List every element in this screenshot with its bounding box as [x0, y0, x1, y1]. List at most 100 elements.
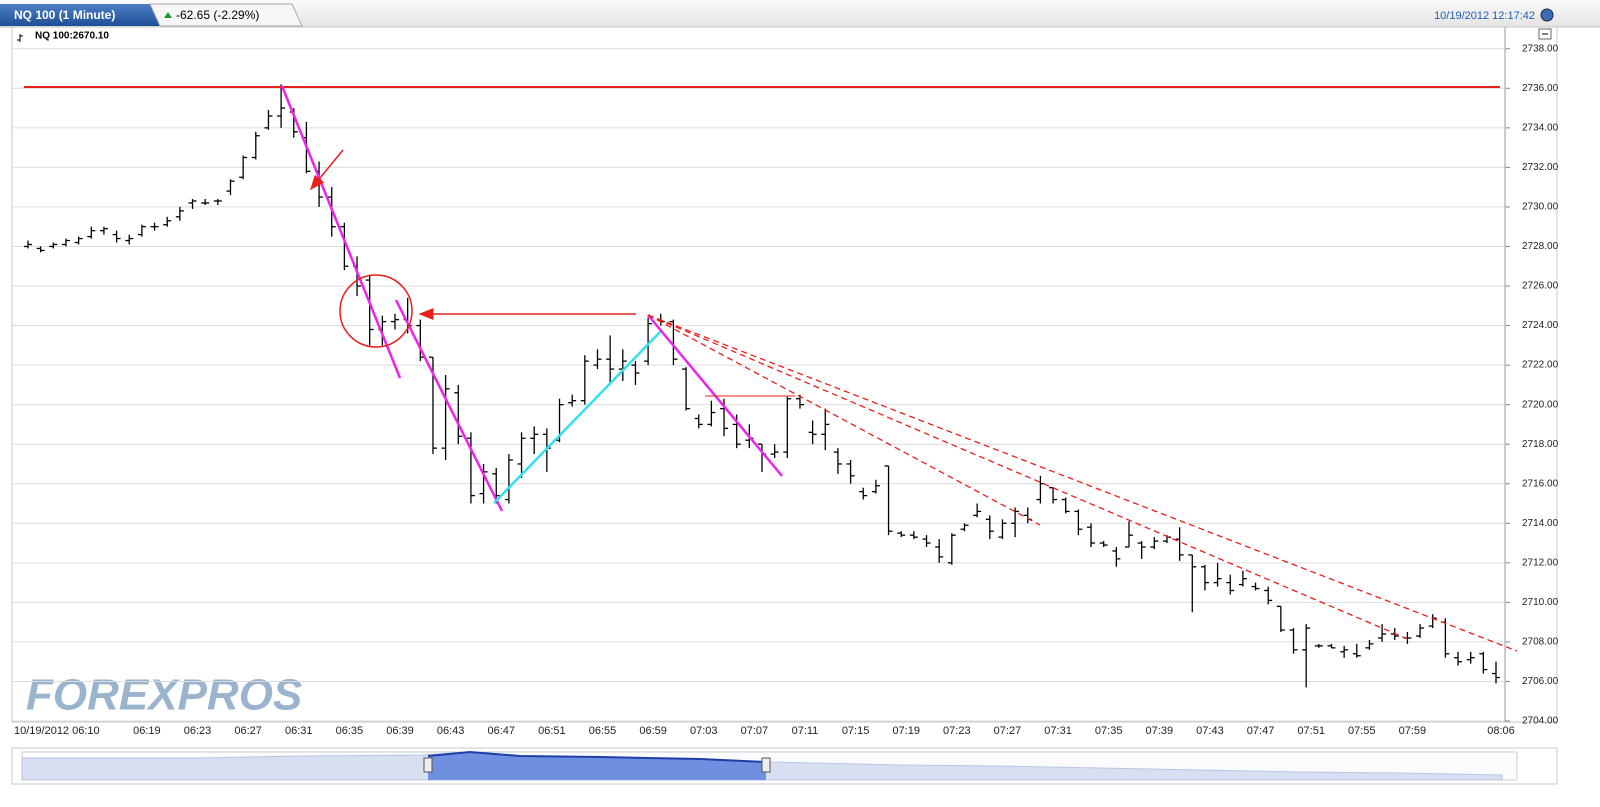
y-tick-label: 2718.00 — [1522, 439, 1559, 450]
ohlc-bar — [1188, 554, 1197, 613]
ohlc-bar — [61, 238, 70, 247]
ohlc-bar — [580, 355, 589, 405]
ohlc-bar — [694, 414, 703, 429]
y-tick-label: 2720.00 — [1522, 399, 1559, 410]
ohlc-bar — [1175, 527, 1184, 561]
ohlc-bar — [947, 533, 956, 565]
x-axis: 10/19/2012 06:10 06:19 06:23 06:27 06:31 06:3… — [14, 725, 1515, 737]
ohlc-bar — [1454, 651, 1463, 666]
ohlc-bar — [391, 313, 399, 330]
ohlc-bar — [1428, 614, 1437, 629]
ohlc-bar — [466, 432, 475, 504]
navigator-handle[interactable] — [761, 757, 771, 773]
ohlc-bar — [1049, 487, 1058, 504]
ohlc-bar — [1314, 643, 1323, 648]
ohlc-bar — [960, 523, 969, 532]
title-tab[interactable] — [0, 4, 160, 26]
ohlc-bar — [1416, 624, 1425, 638]
ohlc-bar — [163, 216, 172, 227]
navigator-handle[interactable] — [423, 757, 433, 773]
ohlc-bar — [998, 519, 1007, 540]
ohlc-bar — [150, 222, 159, 231]
x-tick-label: 07:35 — [1095, 725, 1123, 737]
trend-line — [394, 299, 504, 512]
ohlc-bar — [935, 539, 944, 563]
x-tick-label: 06:39 — [386, 725, 414, 737]
trend-line — [280, 85, 402, 379]
y-tick-label: 2710.00 — [1522, 597, 1559, 608]
ohlc-bar — [1378, 624, 1387, 642]
ohlc-bar — [1023, 507, 1032, 524]
ohlc-bar — [1340, 645, 1349, 658]
y-tick-label: 2708.00 — [1522, 637, 1559, 648]
x-tick-label: 07:15 — [842, 725, 870, 737]
ohlc-bar — [897, 531, 906, 538]
ohlc-bar — [1492, 661, 1500, 684]
ohlc-bar — [1466, 651, 1475, 664]
highlight-circle — [339, 274, 413, 348]
x-tick-label: 07:31 — [1044, 725, 1072, 737]
ohlc-bar — [74, 236, 83, 245]
x-tick-label: 06:51 — [538, 725, 566, 737]
x-tick-label: 06:47 — [487, 725, 515, 737]
ohlc-bar — [1074, 509, 1083, 536]
ohlc-bar — [175, 206, 184, 221]
ohlc-bar — [1302, 624, 1311, 688]
ohlc-bar — [239, 155, 248, 180]
annotations — [24, 85, 1518, 652]
x-tick-label: 07:59 — [1399, 725, 1427, 737]
x-tick-label: 06:19 — [133, 725, 161, 737]
ohlc-bar — [87, 226, 96, 239]
ohlc-bar — [277, 84, 286, 128]
ohlc-bar — [1479, 651, 1488, 674]
ohlc-bar — [454, 384, 463, 445]
bars — [24, 84, 1500, 688]
ohlc-bar — [985, 515, 994, 540]
ohlc-bar — [1087, 523, 1096, 548]
legend-text: NQ 100:2670.10 — [35, 31, 109, 42]
ohlc-bar — [707, 400, 716, 427]
plot-frame — [11, 26, 1558, 723]
ohlc-bar — [568, 394, 577, 407]
ohlc-bar — [593, 349, 602, 370]
x-tick-label: 07:43 — [1196, 725, 1224, 737]
x-tick-label: 06:27 — [234, 725, 262, 737]
ohlc-bar — [517, 432, 526, 478]
ohlc-bar — [606, 335, 615, 385]
y-tick-label: 2738.00 — [1522, 43, 1559, 54]
ohlc-bar — [441, 374, 450, 461]
ohlc-bar — [871, 479, 880, 494]
ohlc-bar — [340, 222, 349, 271]
ohlc-bar — [1289, 628, 1298, 654]
x-tick-label: 06:23 — [184, 725, 212, 737]
ohlc-bar — [909, 531, 918, 540]
y-tick-label: 2722.00 — [1522, 360, 1559, 371]
y-tick-label: 2730.00 — [1522, 202, 1559, 213]
y-tick-label: 2712.00 — [1522, 557, 1559, 568]
ohlc-bar — [859, 487, 868, 500]
y-tick-label: 2704.00 — [1522, 716, 1559, 727]
ohlc-bar — [783, 396, 792, 459]
ohlc-bar — [682, 367, 691, 411]
ohlc-bar — [226, 179, 235, 196]
ohlc-bar — [201, 199, 210, 205]
ohlc-bar — [821, 408, 830, 451]
x-tick-label: 07:51 — [1297, 725, 1325, 737]
x-tick-label: 06:31 — [285, 725, 313, 737]
ohlc-bar — [808, 420, 817, 445]
ohlc-bar — [188, 199, 197, 209]
ohlc-bar — [1441, 618, 1450, 658]
y-tick-label: 2728.00 — [1522, 241, 1559, 252]
settings-icon[interactable] — [1540, 8, 1554, 22]
y-tick-label: 2734.00 — [1522, 122, 1559, 133]
ohlc-bar — [504, 454, 513, 504]
navigator-line — [427, 750, 767, 763]
ohlc-bar — [833, 448, 842, 474]
ohlc-bar — [1276, 605, 1285, 633]
x-tick-label: 07:19 — [892, 725, 920, 737]
dashed-line — [647, 314, 1041, 526]
trend-line — [493, 329, 663, 504]
dashed-line — [647, 314, 1411, 641]
ohlc-bar — [1011, 507, 1020, 538]
